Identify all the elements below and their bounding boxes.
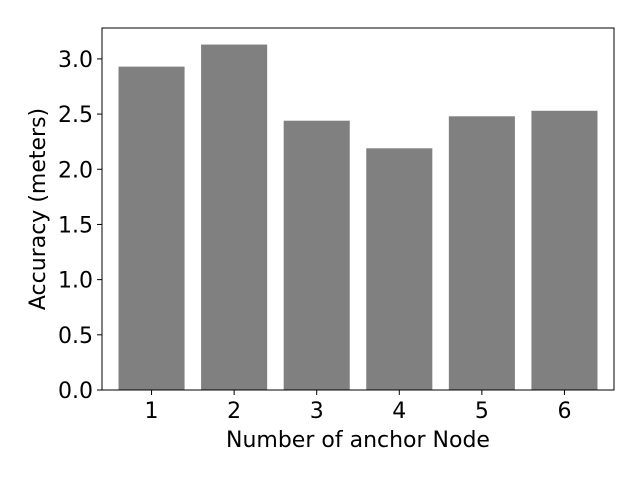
- y-tick-label: 0.5: [58, 324, 93, 349]
- y-tick-label: 1.5: [58, 213, 93, 238]
- y-axis-label: Accuracy (meters): [26, 108, 51, 310]
- x-tick-label: 3: [310, 399, 324, 424]
- x-tick-label: 6: [557, 399, 571, 424]
- bar-2: [201, 44, 268, 391]
- x-axis-label: Number of anchor Node: [226, 428, 490, 453]
- y-tick-label: 1.0: [58, 269, 93, 294]
- x-axis: 1 2 3 4 5 6: [145, 390, 571, 424]
- y-tick-label: 3.0: [58, 48, 93, 73]
- bar-6: [531, 110, 598, 391]
- bar-3: [283, 120, 350, 391]
- y-tick-label: 0.0: [58, 379, 93, 404]
- plot-area-frame: [101, 27, 615, 391]
- x-tick-label: 5: [475, 399, 489, 424]
- y-tick-label: 2.0: [58, 158, 93, 183]
- y-axis: 0.0 0.5 1.0 1.5 2.0 2.5 3.0: [58, 48, 102, 404]
- x-tick-label: 1: [145, 399, 159, 424]
- x-tick-label: 2: [227, 399, 241, 424]
- bar-1: [118, 66, 185, 390]
- bars-group: [118, 44, 598, 391]
- x-tick-label: 4: [392, 399, 406, 424]
- bar-4: [366, 148, 433, 390]
- y-tick-label: 2.5: [58, 103, 93, 128]
- bar-5: [448, 116, 515, 390]
